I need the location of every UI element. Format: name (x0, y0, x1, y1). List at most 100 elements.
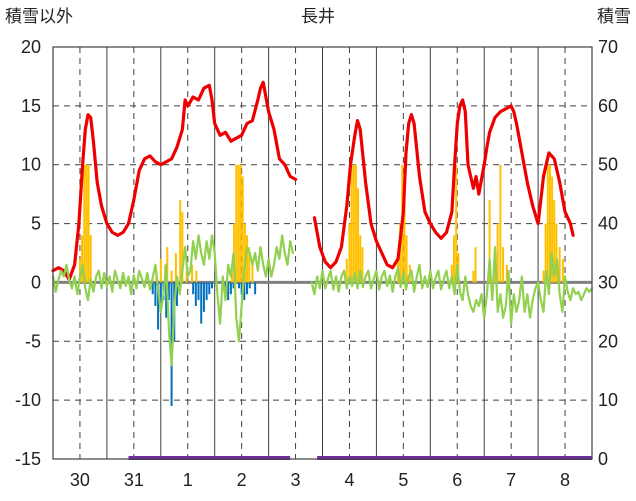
snowfall-bar (237, 164, 240, 283)
snowfall-bar (352, 164, 355, 283)
negative_bars-bar (151, 282, 154, 295)
snowfall-bar (85, 164, 88, 283)
right-tick-label: 70 (598, 37, 618, 57)
snowfall-bar (241, 176, 244, 283)
snowfall-bar (179, 200, 182, 283)
right-tick-label: 60 (598, 96, 618, 116)
negative_bars-bar (154, 282, 157, 306)
left-tick-label: -10 (15, 390, 41, 410)
negative_bars-bar (202, 282, 205, 312)
negative_bars-bar (175, 282, 178, 306)
negative_bars-bar (208, 282, 211, 295)
negative_bars-bar (197, 282, 200, 301)
left-tick-label: 10 (21, 155, 41, 175)
lines (51, 80, 594, 366)
negative_bars-bar (167, 282, 170, 301)
snowfall-bar (195, 270, 198, 283)
snowfall-bar (453, 235, 456, 283)
x-tick-label: 30 (70, 470, 90, 490)
snowfall-bar (181, 211, 184, 283)
precip-mark (128, 456, 291, 460)
x-tick-label: 2 (237, 470, 247, 490)
left-tick-label: 5 (31, 214, 41, 234)
left-axis-label: 積雪以外 (5, 7, 73, 27)
left-axis: 20 15 10 5 0 -5 -10 -15 (15, 37, 41, 469)
negative_bars-bar (205, 282, 208, 301)
snowfall-bar (235, 164, 238, 283)
left-tick-label: 0 (31, 272, 41, 292)
precip-mark (317, 456, 592, 460)
snowfall-bar (474, 247, 477, 283)
snowfall-bar (551, 176, 554, 283)
x-tick-label: 6 (452, 470, 462, 490)
negative_bars-bar (246, 282, 249, 295)
snowfall-bar (553, 200, 556, 283)
snowfall-bar (239, 164, 242, 283)
right-tick-label: 40 (598, 214, 618, 234)
x-tick-label: 3 (291, 470, 301, 490)
snowfall-bar (548, 164, 551, 283)
snowfall-bar (348, 223, 351, 283)
snowfall-bar (354, 164, 357, 283)
snowfall-bar (499, 164, 502, 283)
snowfall-bar (359, 235, 362, 283)
right-tick-label: 10 (598, 390, 618, 410)
snowfall-bar (191, 264, 194, 283)
snowfall-bar (83, 164, 86, 283)
x-tick-label: 8 (560, 470, 570, 490)
snowfall-bar (450, 264, 453, 283)
x-tick-label: 4 (344, 470, 354, 490)
snowfall-bar (78, 258, 81, 283)
negative_bars-bar (200, 282, 203, 324)
snowfall-bar (246, 235, 249, 283)
snowfall-bar (488, 200, 491, 283)
snowfall-bar (505, 264, 508, 283)
negative_bars-bar (237, 282, 240, 289)
negative_bars-bar (192, 282, 195, 295)
snowfall-bar (174, 253, 177, 283)
snowfall-bar (81, 235, 84, 283)
x-tick-label: 7 (506, 470, 516, 490)
right-tick-label: 20 (598, 331, 618, 351)
negative_bars-bar (243, 282, 246, 301)
plot-border (52, 46, 593, 460)
snowfall-bar (251, 258, 254, 283)
snowfall-bar (405, 235, 408, 283)
snow_depth-line (51, 80, 298, 282)
left-tick-label: -5 (25, 331, 41, 351)
right-tick-label: 0 (598, 449, 608, 469)
negative_bars-bar (254, 282, 257, 295)
snow_depth-line (312, 98, 575, 270)
x-tick-label: 31 (124, 470, 144, 490)
chart-title: 長井 (301, 7, 335, 27)
snowfall-bar (558, 247, 561, 283)
negative_bars-bar (248, 282, 251, 289)
x-axis: 30 31 1 2 3 4 5 6 7 8 (70, 470, 570, 490)
snowfall-bar (345, 258, 348, 283)
temperature-line (310, 246, 594, 325)
snowfall-bar (542, 270, 545, 283)
snowfall-bar (185, 270, 188, 283)
right-axis: 70 60 50 40 30 20 10 0 (598, 37, 618, 469)
snowfall-bar (87, 164, 90, 283)
negative_bars-bar (229, 282, 232, 295)
left-tick-label: 15 (21, 96, 41, 116)
snowfall-bar (89, 235, 92, 283)
snowfall-bar (555, 223, 558, 283)
snowfall-bar (472, 270, 475, 283)
left-tick-label: -15 (15, 449, 41, 469)
snowfall-bar (170, 270, 173, 283)
snowfall-bar (243, 223, 246, 283)
snowfall-bar (361, 247, 364, 283)
negative_bars-bar (211, 282, 214, 289)
negative_bars-bar (227, 282, 230, 301)
snowfall-bar (546, 164, 549, 283)
negative_bars-bar (240, 282, 243, 295)
precip-marks (128, 456, 592, 460)
snowfall-bar (544, 223, 547, 283)
snowfall-bar (502, 247, 505, 283)
snowfall-bar (561, 258, 564, 283)
x-tick-label: 1 (183, 470, 193, 490)
snowfall-bar (496, 223, 499, 283)
